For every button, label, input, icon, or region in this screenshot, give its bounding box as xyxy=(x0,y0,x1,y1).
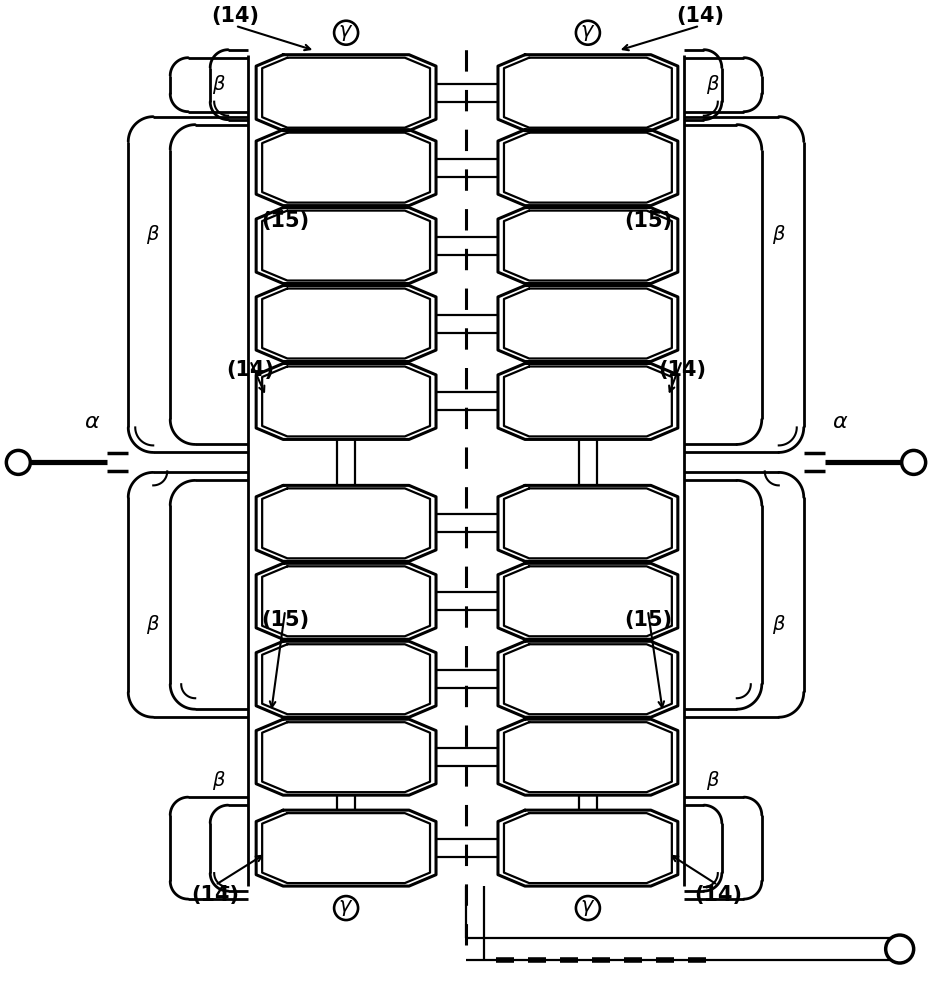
Text: $\beta$: $\beta$ xyxy=(146,223,160,246)
Text: (15): (15) xyxy=(261,211,309,231)
Text: $\beta$: $\beta$ xyxy=(772,613,786,636)
Text: (15): (15) xyxy=(624,211,672,231)
Text: $\alpha$: $\alpha$ xyxy=(831,412,848,432)
Text: $\gamma$: $\gamma$ xyxy=(338,23,354,43)
Text: (14): (14) xyxy=(212,6,259,26)
Text: $\beta$: $\beta$ xyxy=(706,73,720,96)
Text: $\beta$: $\beta$ xyxy=(772,223,786,246)
Text: $\beta$: $\beta$ xyxy=(212,769,226,792)
Text: $\beta$: $\beta$ xyxy=(212,73,226,96)
Text: (14): (14) xyxy=(191,885,240,905)
Text: (15): (15) xyxy=(261,610,309,630)
Text: (15): (15) xyxy=(624,610,672,630)
Text: $\gamma$: $\gamma$ xyxy=(581,23,596,43)
Text: (14): (14) xyxy=(226,360,274,380)
Text: $\gamma$: $\gamma$ xyxy=(338,898,354,918)
Text: (14): (14) xyxy=(676,6,724,26)
Text: $\beta$: $\beta$ xyxy=(706,769,720,792)
Text: (14): (14) xyxy=(693,885,742,905)
Text: $\gamma$: $\gamma$ xyxy=(581,898,596,918)
Text: $\beta$: $\beta$ xyxy=(146,613,160,636)
Text: $\alpha$: $\alpha$ xyxy=(84,412,101,432)
Text: (14): (14) xyxy=(658,360,706,380)
